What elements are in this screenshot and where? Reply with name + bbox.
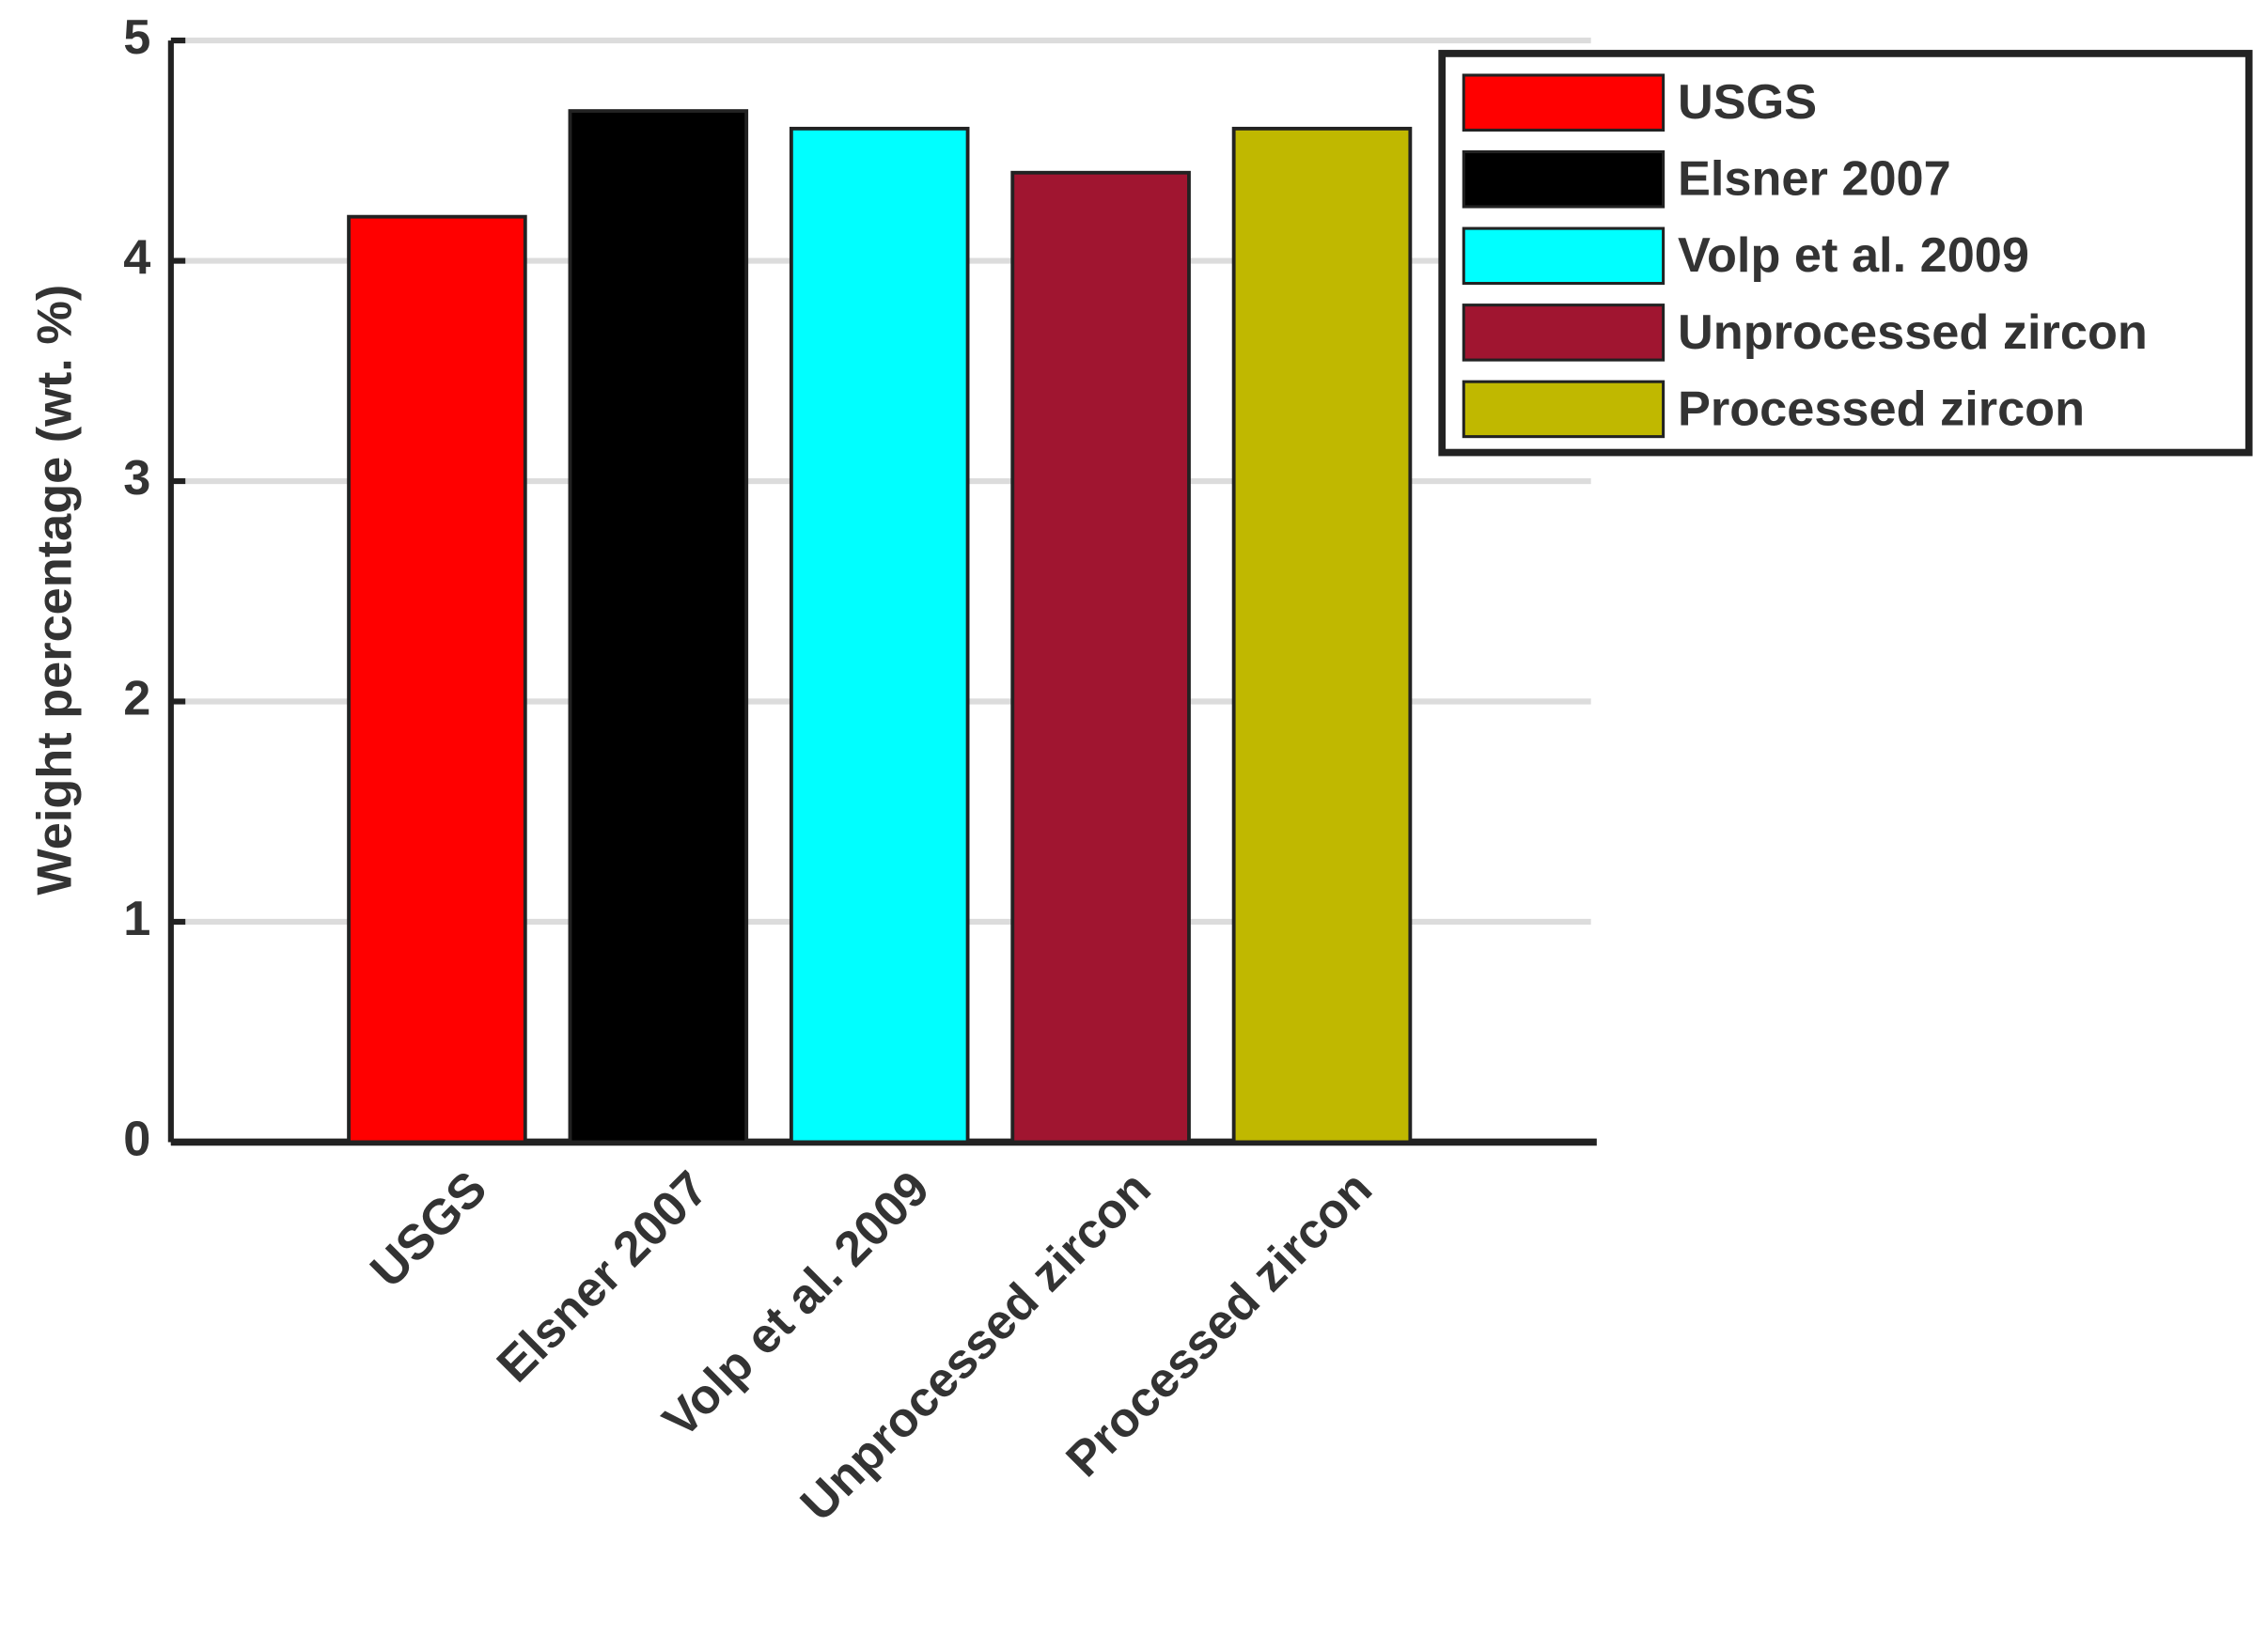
legend-label: Elsner 2007 <box>1678 152 1951 207</box>
legend-swatch <box>1462 380 1666 439</box>
legend-swatch <box>1462 73 1666 132</box>
y-tick-label: 3 <box>123 451 150 506</box>
legend-swatch <box>1462 304 1666 362</box>
y-tick-label: 1 <box>123 892 150 946</box>
y-axis-label: Weight percentage (wt. %) <box>28 285 83 896</box>
x-tick-label: USGS <box>361 1161 498 1299</box>
y-tick-label: 5 <box>123 10 150 65</box>
bar <box>347 214 527 1145</box>
legend-swatch <box>1462 150 1666 209</box>
bar <box>789 126 970 1145</box>
legend-label: Processed zircon <box>1678 382 2085 436</box>
legend-swatch <box>1462 226 1666 286</box>
y-tick-label: 0 <box>123 1112 150 1166</box>
y-tick-label: 2 <box>123 671 150 725</box>
bar <box>1010 170 1191 1145</box>
bar <box>1231 126 1413 1145</box>
y-tick-label: 4 <box>123 230 150 285</box>
x-tick-label: Elsner 2007 <box>487 1161 719 1394</box>
bar <box>568 109 749 1145</box>
legend-label: Unprocessed zircon <box>1678 305 2148 360</box>
legend-label: Volp et al. 2009 <box>1678 228 2029 283</box>
legend-label: USGS <box>1678 75 1817 130</box>
